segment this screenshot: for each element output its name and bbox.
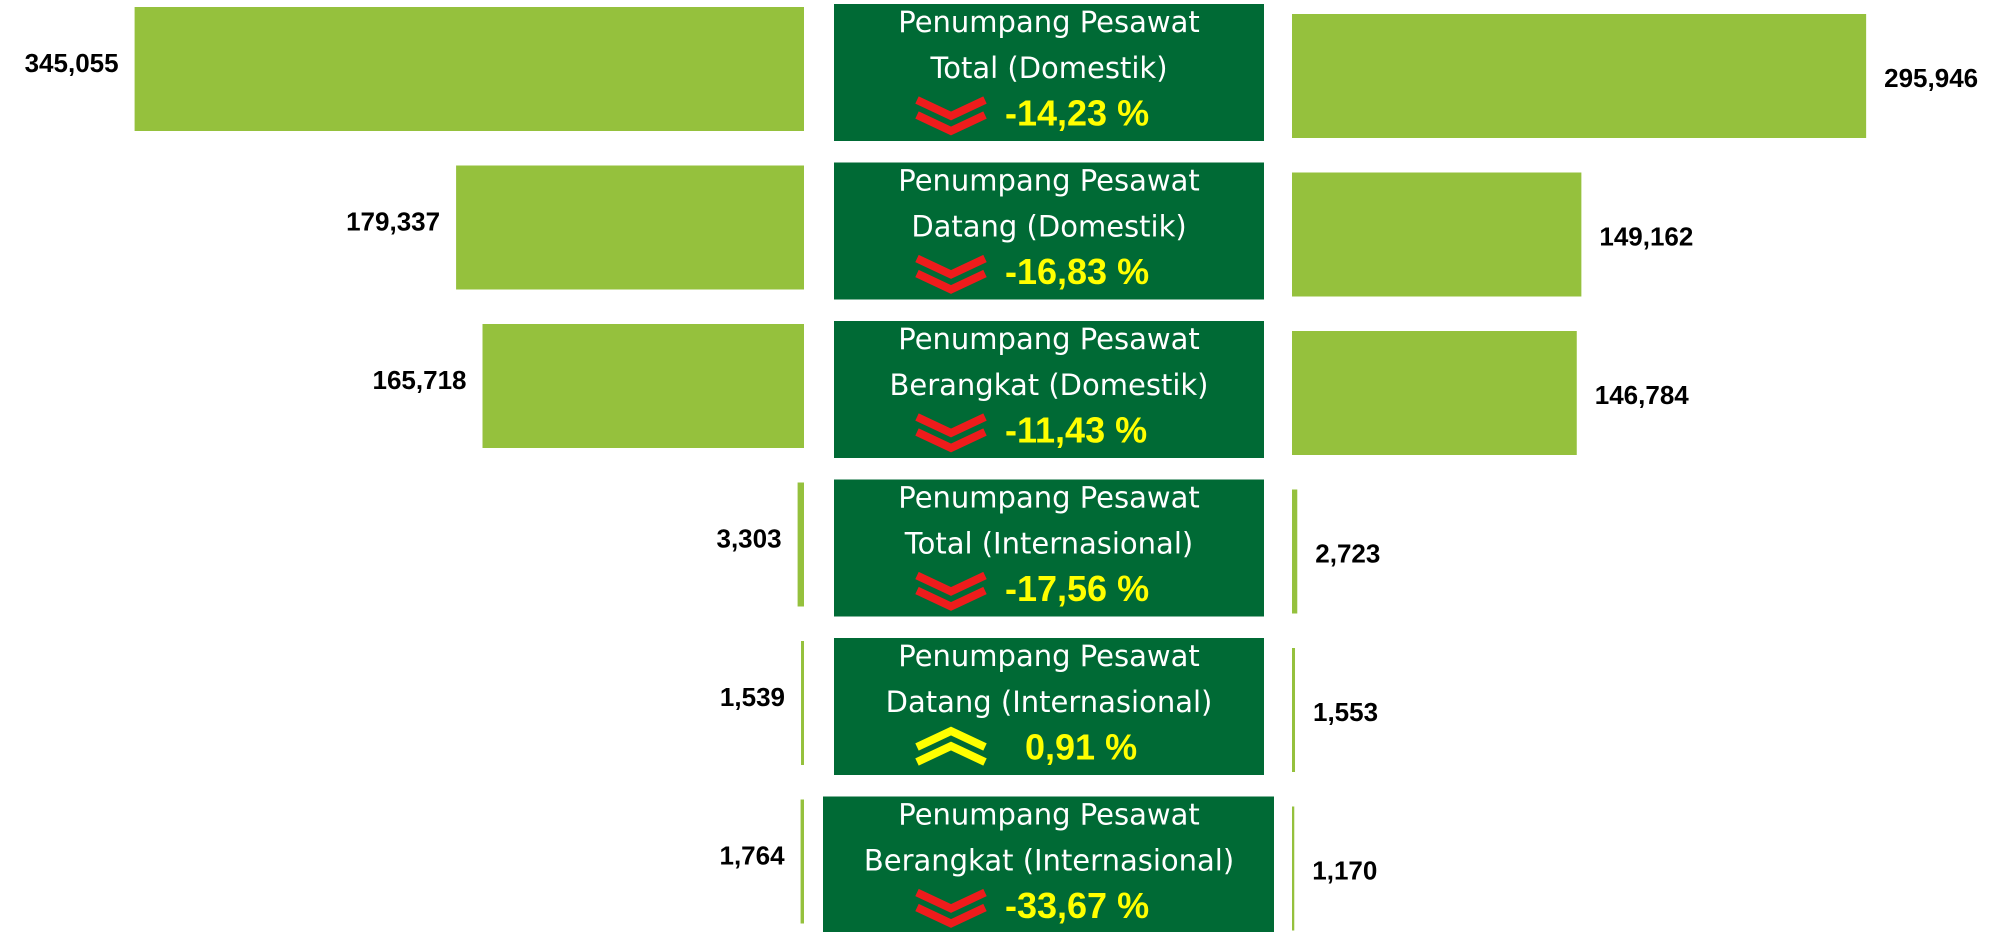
category-label: Penumpang Pesawat	[898, 639, 1200, 673]
change-label: -11,43 %	[1005, 410, 1147, 451]
category-label: Penumpang Pesawat	[898, 322, 1200, 356]
category-box	[834, 321, 1264, 458]
right-bar	[1292, 489, 1298, 614]
category-label: Penumpang Pesawat	[898, 164, 1200, 198]
category-label: Berangkat (Internasional)	[864, 844, 1234, 878]
right-value-label: 1,553	[1313, 697, 1378, 727]
category-label: Penumpang Pesawat	[898, 798, 1200, 832]
left-bar	[134, 7, 804, 131]
chevron	[915, 571, 987, 596]
left-bar	[800, 799, 804, 924]
chevron	[915, 413, 987, 438]
left-bar	[797, 482, 804, 607]
right-value-label: 1,170	[1312, 855, 1377, 885]
left-bar	[482, 324, 804, 448]
down-arrow-icon	[915, 413, 987, 453]
right-value-label: 149,162	[1599, 221, 1693, 251]
category-label: Total (Internasional)	[904, 527, 1193, 561]
left-value-label: 345,055	[25, 48, 119, 78]
chevron	[915, 428, 987, 453]
left-value-label: 179,337	[346, 206, 440, 236]
right-value-label: 2,723	[1315, 538, 1380, 568]
chevron	[915, 888, 987, 913]
change-label: -33,67 %	[1005, 885, 1149, 926]
left-value-label: 1,539	[720, 682, 785, 712]
chevron	[915, 111, 987, 136]
change-label: -14,23 %	[1005, 93, 1149, 134]
right-bar	[1292, 806, 1295, 931]
category-box	[823, 796, 1274, 932]
category-box	[834, 162, 1264, 300]
down-arrow-icon	[915, 888, 987, 928]
up-arrow-icon	[915, 726, 987, 766]
chevron	[915, 586, 987, 611]
change-label: 0,91 %	[1025, 727, 1137, 768]
chevron	[915, 903, 987, 928]
chevron	[915, 741, 987, 766]
left-value-label: 165,718	[373, 365, 467, 395]
chevron	[915, 96, 987, 121]
change-label: -16,83 %	[1005, 251, 1149, 292]
right-value-label: 295,946	[1884, 63, 1978, 93]
right-value-label: 146,784	[1595, 380, 1690, 410]
left-bar	[801, 641, 804, 765]
down-arrow-icon	[915, 571, 987, 611]
category-box	[834, 4, 1264, 141]
category-label: Datang (Internasional)	[886, 685, 1213, 719]
category-label: Berangkat (Domestik)	[890, 368, 1209, 402]
category-label: Penumpang Pesawat	[898, 5, 1200, 39]
chevron	[915, 254, 987, 279]
down-arrow-icon	[915, 254, 987, 294]
chevron	[915, 269, 987, 294]
left-value-label: 1,764	[719, 840, 785, 870]
right-bar	[1292, 14, 1867, 138]
down-arrow-icon	[915, 96, 987, 136]
right-bar	[1292, 172, 1582, 297]
right-bar	[1292, 331, 1577, 455]
category-label: Penumpang Pesawat	[898, 481, 1200, 515]
category-box	[834, 479, 1264, 617]
left-bar	[456, 165, 804, 290]
category-label: Datang (Domestik)	[911, 210, 1186, 244]
category-label: Total (Domestik)	[929, 51, 1167, 85]
change-label: -17,56 %	[1005, 568, 1149, 609]
chevron	[915, 726, 987, 751]
left-value-label: 3,303	[717, 523, 782, 553]
category-box	[834, 638, 1264, 775]
right-bar	[1292, 648, 1296, 772]
